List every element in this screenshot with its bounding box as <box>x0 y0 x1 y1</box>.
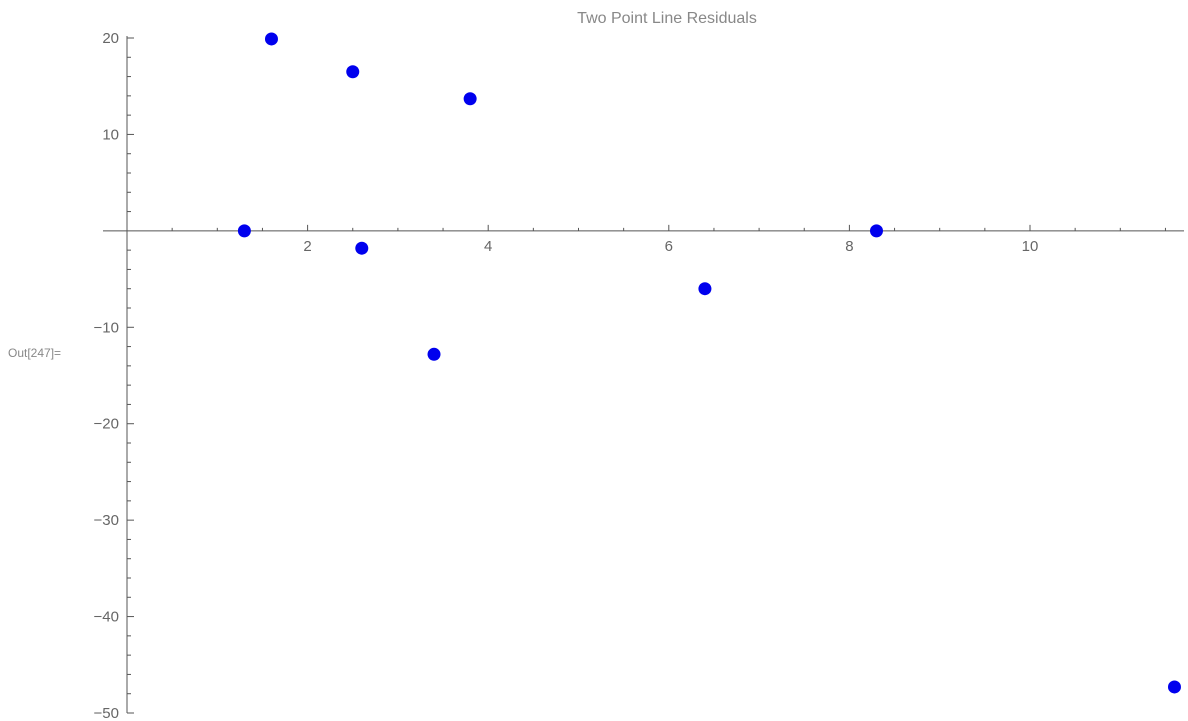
y-tick-label: −40 <box>94 609 119 626</box>
x-tick-label: 10 <box>1022 238 1039 255</box>
data-point <box>698 282 712 296</box>
data-points <box>237 32 1181 694</box>
axes <box>103 36 1184 713</box>
data-point <box>1167 680 1181 694</box>
data-point <box>264 32 278 46</box>
y-tick-label: 10 <box>102 126 119 143</box>
data-point <box>869 224 883 238</box>
y-tick-label: −10 <box>94 319 119 336</box>
data-point <box>463 92 477 106</box>
y-tick-label: 20 <box>102 30 119 47</box>
ticks: 2 4 6 8 10 −50 −40 −30 −20 −10 10 20 <box>94 30 1166 721</box>
x-tick-label: 6 <box>665 238 673 255</box>
data-point <box>346 65 360 79</box>
y-tick-label: −20 <box>94 416 119 433</box>
x-tick-label: 4 <box>484 238 492 255</box>
x-tick-label: 2 <box>303 238 311 255</box>
output-cell-label: Out[247]= <box>8 346 62 360</box>
x-tick-label: 8 <box>845 238 853 255</box>
data-point <box>427 347 441 361</box>
y-tick-label: −30 <box>94 512 119 529</box>
y-tick-label: −50 <box>94 705 119 721</box>
data-point <box>355 241 369 255</box>
chart-title: Two Point Line Residuals <box>577 10 757 27</box>
data-point <box>237 224 251 238</box>
